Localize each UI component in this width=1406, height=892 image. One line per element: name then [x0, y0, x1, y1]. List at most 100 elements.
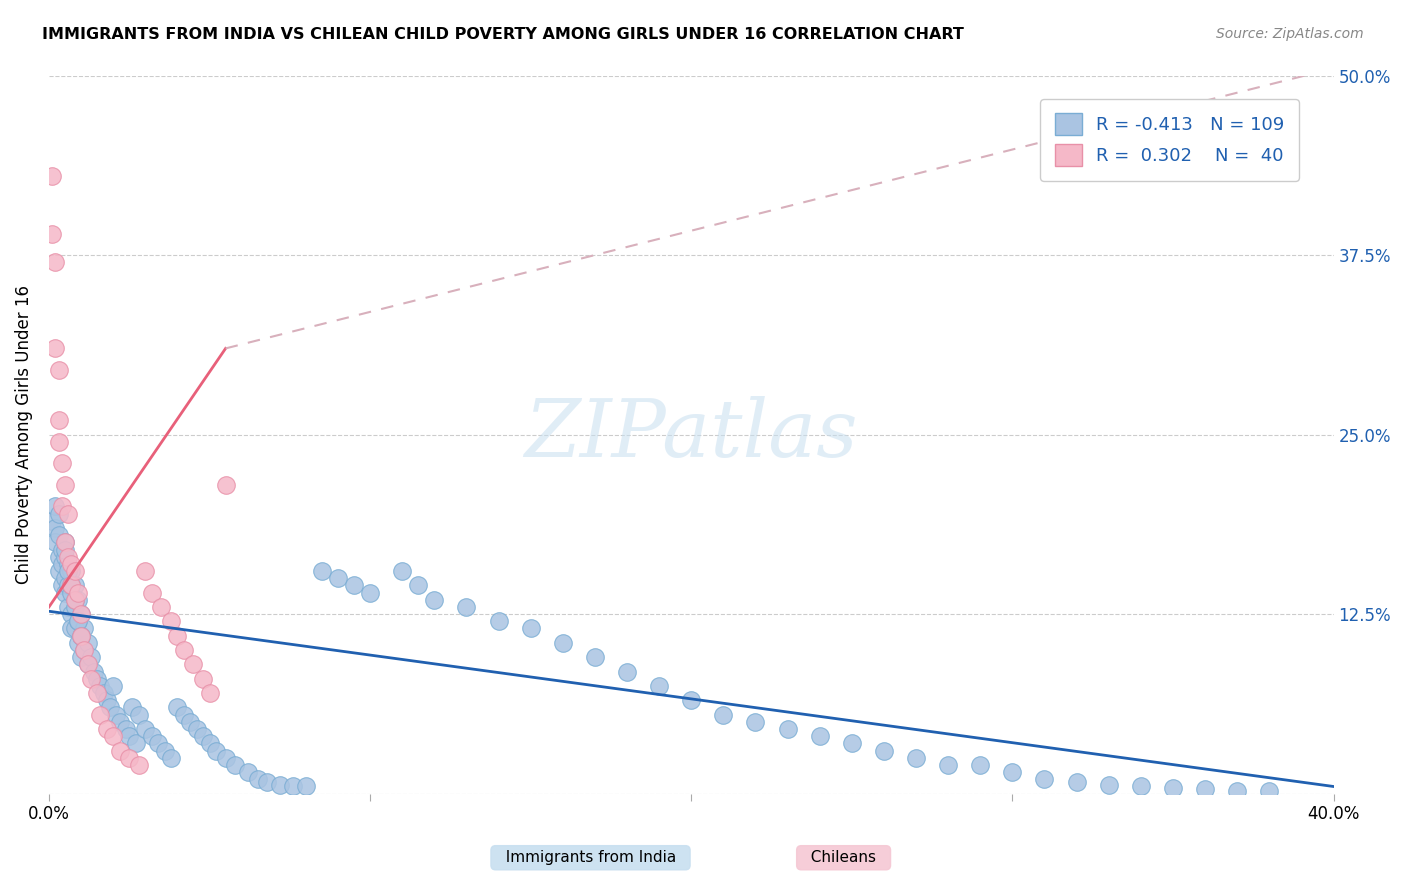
- Point: [86, 672, 108, 686]
- Point: [96, 722, 118, 736]
- Point: [51, 578, 73, 592]
- Point: [60, 564, 83, 578]
- Point: [519, 622, 541, 636]
- Point: [186, 722, 208, 736]
- Point: [198, 736, 221, 750]
- Point: [744, 714, 766, 729]
- Point: [1098, 778, 1121, 792]
- Point: [70, 607, 93, 621]
- Point: [48, 507, 70, 521]
- Point: [48, 564, 70, 578]
- Point: [1033, 772, 1056, 787]
- Text: ZIPatlas: ZIPatlas: [524, 396, 858, 474]
- Point: [146, 736, 169, 750]
- Point: [60, 585, 83, 599]
- Point: [841, 736, 863, 750]
- Point: [58, 578, 80, 592]
- Point: [44, 521, 66, 535]
- Point: [58, 599, 80, 614]
- Point: [89, 679, 111, 693]
- Point: [108, 743, 131, 757]
- Point: [48, 528, 70, 542]
- Point: [128, 707, 150, 722]
- Point: [70, 607, 93, 621]
- Point: [205, 743, 228, 757]
- Point: [173, 707, 195, 722]
- Point: [406, 578, 429, 592]
- Point: [53, 535, 76, 549]
- Point: [1129, 780, 1152, 794]
- Point: [808, 729, 831, 743]
- Point: [969, 758, 991, 772]
- Point: [66, 615, 89, 629]
- Point: [295, 780, 318, 794]
- Point: [343, 578, 366, 592]
- Point: [166, 629, 188, 643]
- Point: [246, 772, 269, 787]
- Point: [281, 780, 304, 794]
- Point: [1226, 784, 1249, 798]
- Point: [214, 478, 236, 492]
- Point: [53, 535, 76, 549]
- Point: [776, 722, 799, 736]
- Point: [191, 672, 214, 686]
- Point: [269, 778, 291, 792]
- Point: [60, 607, 83, 621]
- Point: [66, 585, 89, 599]
- Point: [41, 514, 63, 528]
- Point: [63, 622, 86, 636]
- Point: [103, 679, 125, 693]
- Point: [134, 722, 156, 736]
- Point: [51, 456, 73, 470]
- Point: [44, 500, 66, 514]
- Point: [711, 707, 734, 722]
- Point: [70, 629, 93, 643]
- Point: [53, 542, 76, 557]
- Point: [124, 736, 146, 750]
- Point: [48, 434, 70, 449]
- Point: [60, 557, 83, 571]
- Point: [103, 729, 125, 743]
- Point: [141, 729, 163, 743]
- Point: [236, 765, 259, 780]
- Point: [873, 743, 896, 757]
- Point: [76, 636, 98, 650]
- Text: Chileans: Chileans: [801, 850, 886, 865]
- Point: [60, 622, 83, 636]
- Point: [48, 413, 70, 427]
- Point: [63, 599, 86, 614]
- Point: [551, 636, 574, 650]
- Point: [93, 686, 115, 700]
- Point: [905, 751, 928, 765]
- Point: [58, 507, 80, 521]
- Point: [51, 542, 73, 557]
- Point: [80, 650, 103, 665]
- Point: [583, 650, 606, 665]
- Point: [326, 571, 349, 585]
- Point: [128, 758, 150, 772]
- Point: [66, 636, 89, 650]
- Y-axis label: Child Poverty Among Girls Under 16: Child Poverty Among Girls Under 16: [15, 285, 32, 584]
- Point: [58, 557, 80, 571]
- Point: [70, 629, 93, 643]
- Point: [60, 578, 83, 592]
- Point: [616, 665, 638, 679]
- Point: [160, 751, 183, 765]
- Point: [1258, 784, 1281, 798]
- Point: [118, 751, 141, 765]
- Point: [58, 564, 80, 578]
- Point: [63, 592, 86, 607]
- Point: [53, 585, 76, 599]
- Point: [44, 255, 66, 269]
- Point: [191, 729, 214, 743]
- Point: [173, 643, 195, 657]
- Point: [73, 643, 96, 657]
- Point: [118, 729, 141, 743]
- Point: [41, 169, 63, 183]
- Point: [141, 585, 163, 599]
- Point: [80, 672, 103, 686]
- Point: [58, 549, 80, 564]
- Point: [53, 549, 76, 564]
- Point: [423, 592, 446, 607]
- Point: [41, 227, 63, 241]
